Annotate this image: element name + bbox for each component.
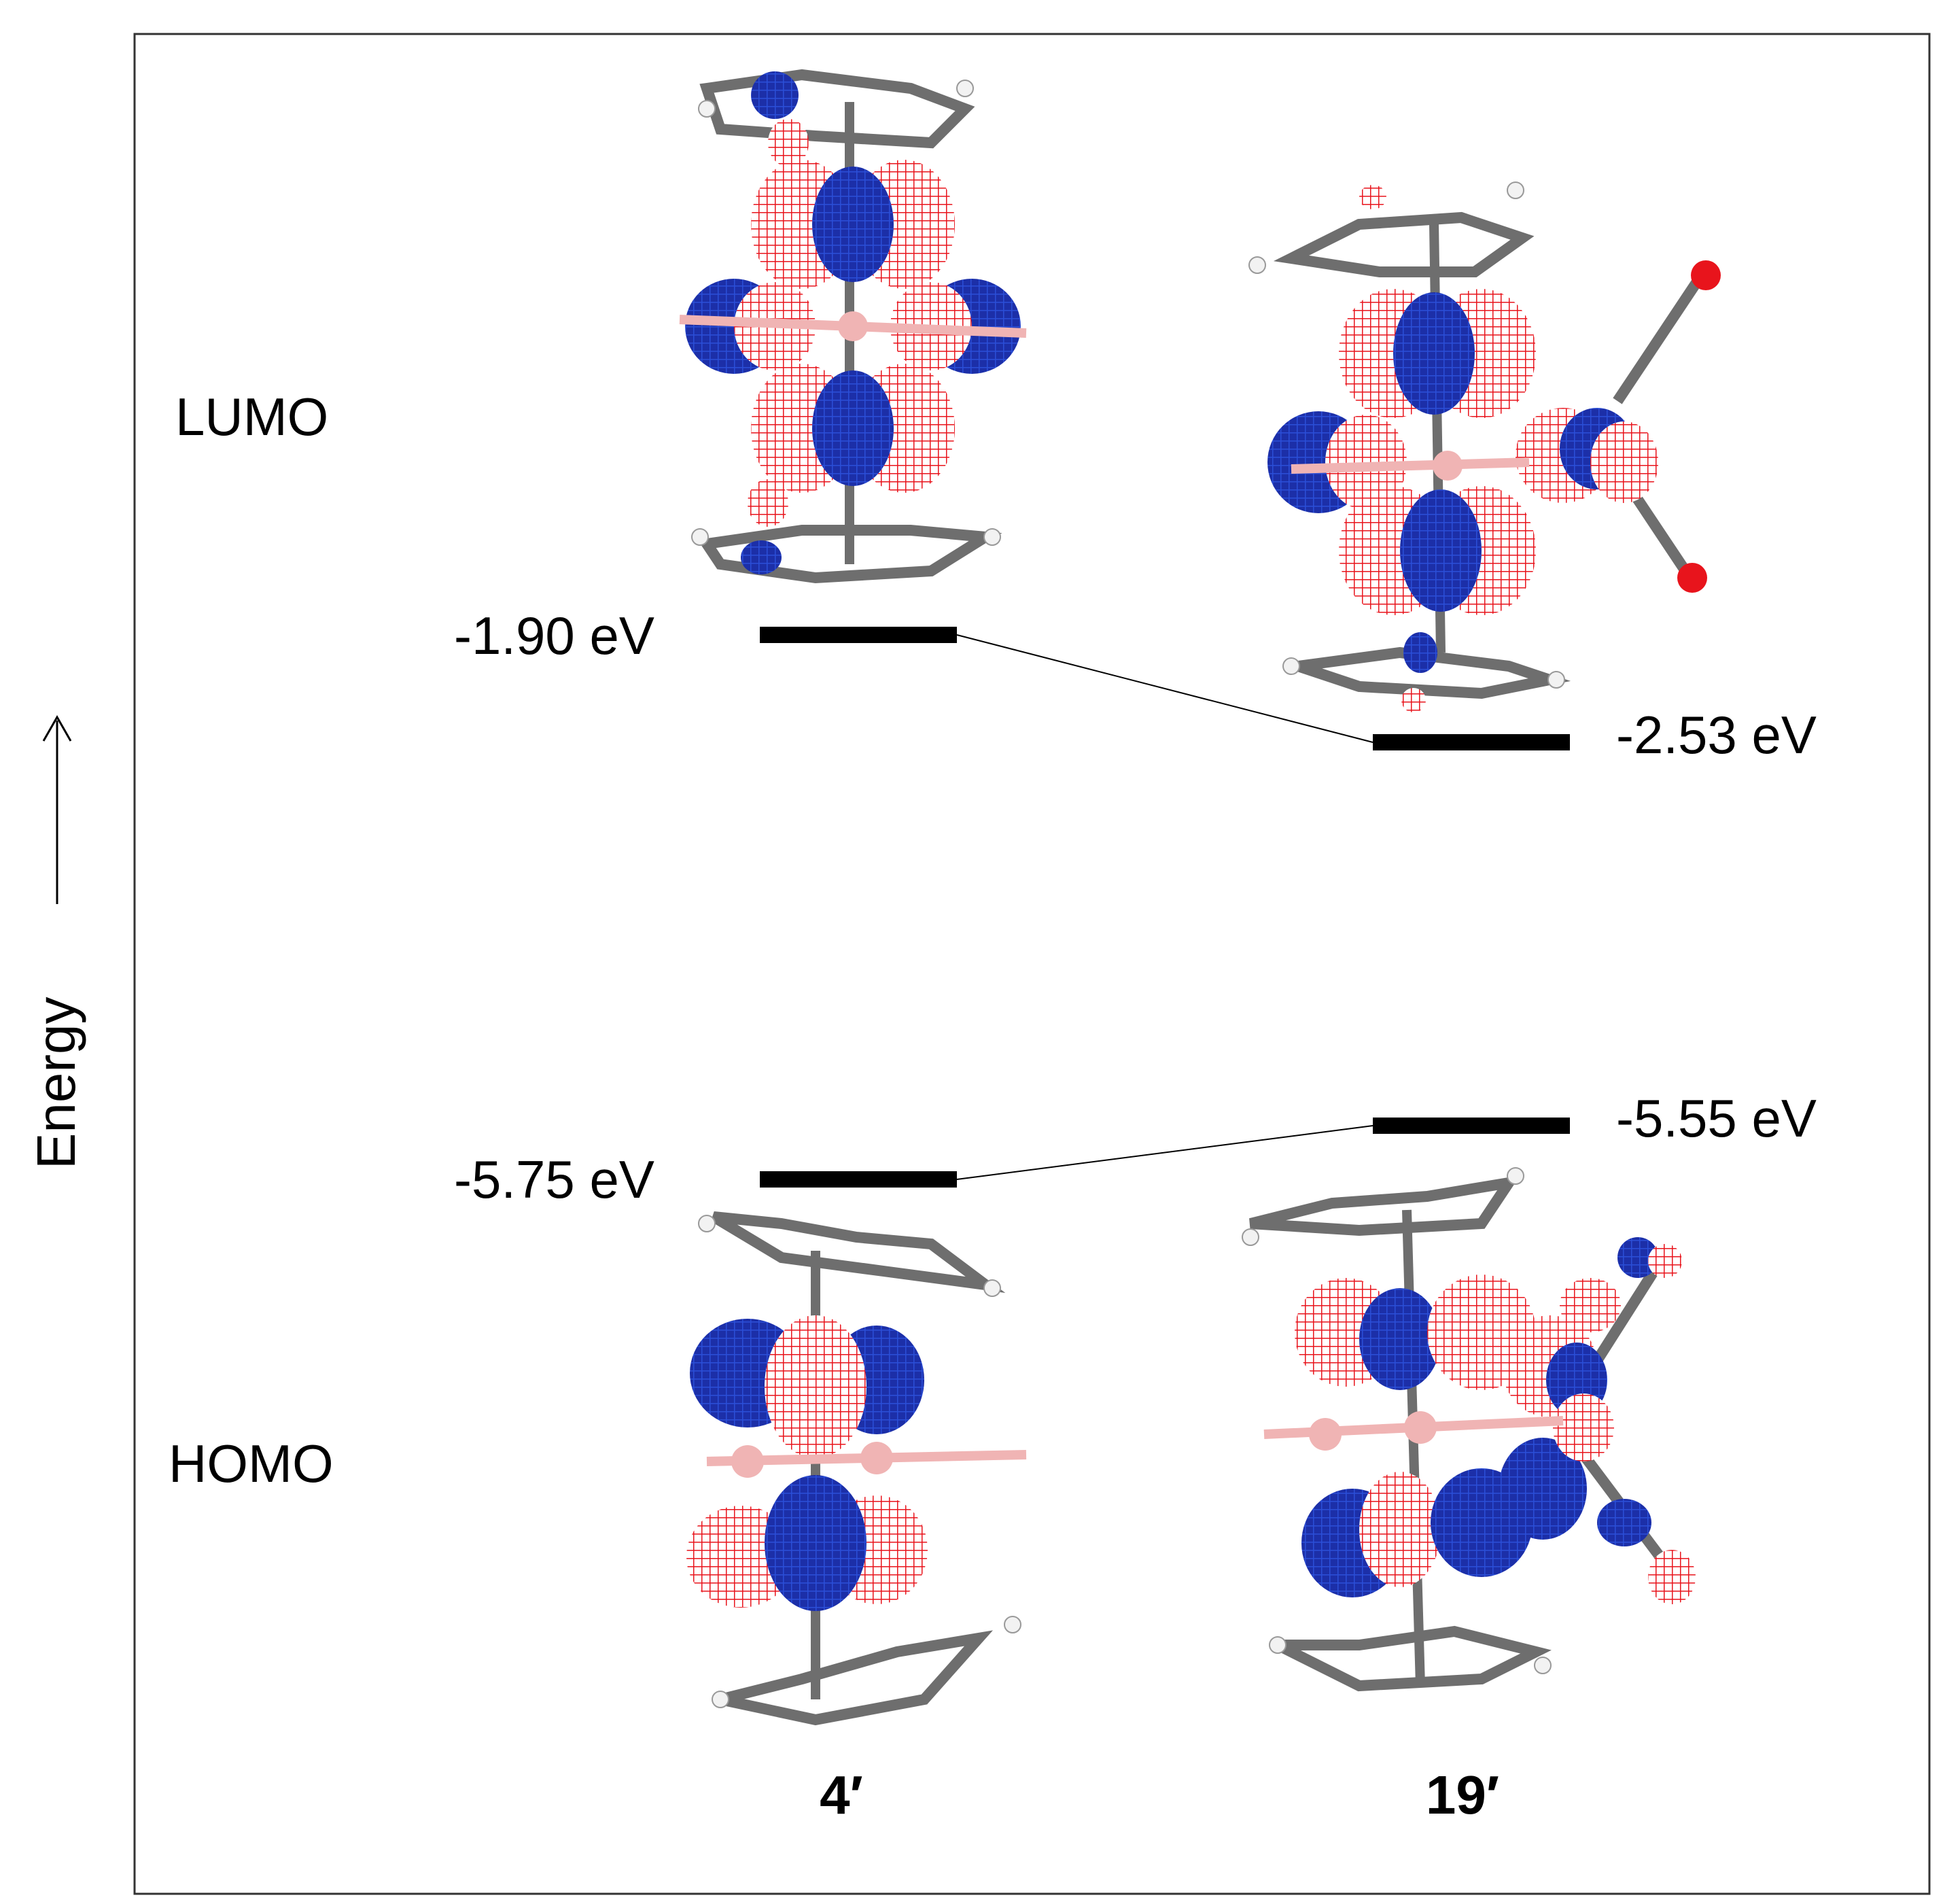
compound-label-19: 19′ xyxy=(1426,1765,1499,1825)
lumo-19-value: -2.53 eV xyxy=(1616,705,1817,765)
correlation-homo xyxy=(956,1125,1373,1180)
energy-axis: Energy xyxy=(26,714,86,1169)
energy-axis-label: Energy xyxy=(26,997,86,1169)
lumo-row-label: LUMO xyxy=(175,387,328,447)
frame-border xyxy=(133,33,1931,1895)
homo-19-value: -5.55 eV xyxy=(1616,1088,1817,1148)
energy-arrow-head xyxy=(42,714,72,742)
compound-label-4: 4′ xyxy=(820,1765,863,1825)
orbital-lumo-4 xyxy=(679,69,1027,584)
homo-4-value: -5.75 eV xyxy=(454,1149,654,1209)
orbital-homo-4 xyxy=(686,1211,1027,1726)
correlation-lumo xyxy=(956,634,1373,743)
orbital-lumo-19 xyxy=(1248,181,1721,712)
homo-row-label: HOMO xyxy=(169,1434,334,1493)
orbital-homo-19 xyxy=(1242,1167,1696,1692)
lumo-4-value: -1.90 eV xyxy=(454,606,654,665)
